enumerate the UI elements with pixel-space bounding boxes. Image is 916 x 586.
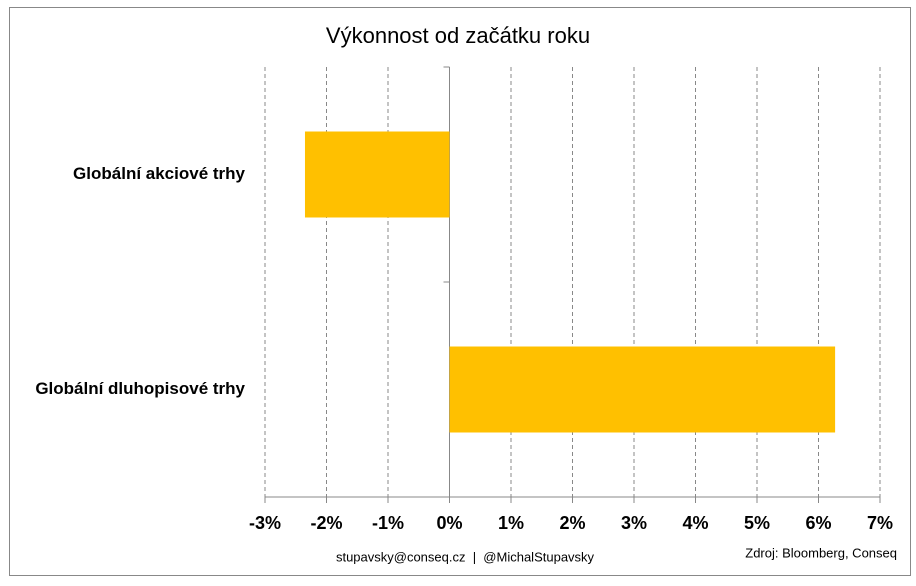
x-tick-label: 4% [682,513,708,533]
y-tick-label: Globální akciové trhy [73,164,245,183]
x-tick-label: 2% [559,513,585,533]
chart-border [9,7,911,576]
x-tick-label: 6% [805,513,831,533]
x-tick-label: -2% [310,513,342,533]
y-tick-label: Globální dluhopisové trhy [35,379,245,398]
x-tick-label: -1% [372,513,404,533]
x-tick-label: 7% [867,513,893,533]
x-tick-label: 3% [621,513,647,533]
x-tick-label: 0% [436,513,462,533]
x-tick-label: 1% [498,513,524,533]
bar [449,346,836,433]
footer: stupavsky@conseq.cz | @MichalStupavsky [336,549,595,564]
x-tick-label: 5% [744,513,770,533]
x-tick-label: -3% [249,513,281,533]
source: Zdroj: Bloomberg, Conseq [745,545,897,560]
bar [304,131,450,218]
chart-title: Výkonnost od začátku roku [326,23,590,48]
